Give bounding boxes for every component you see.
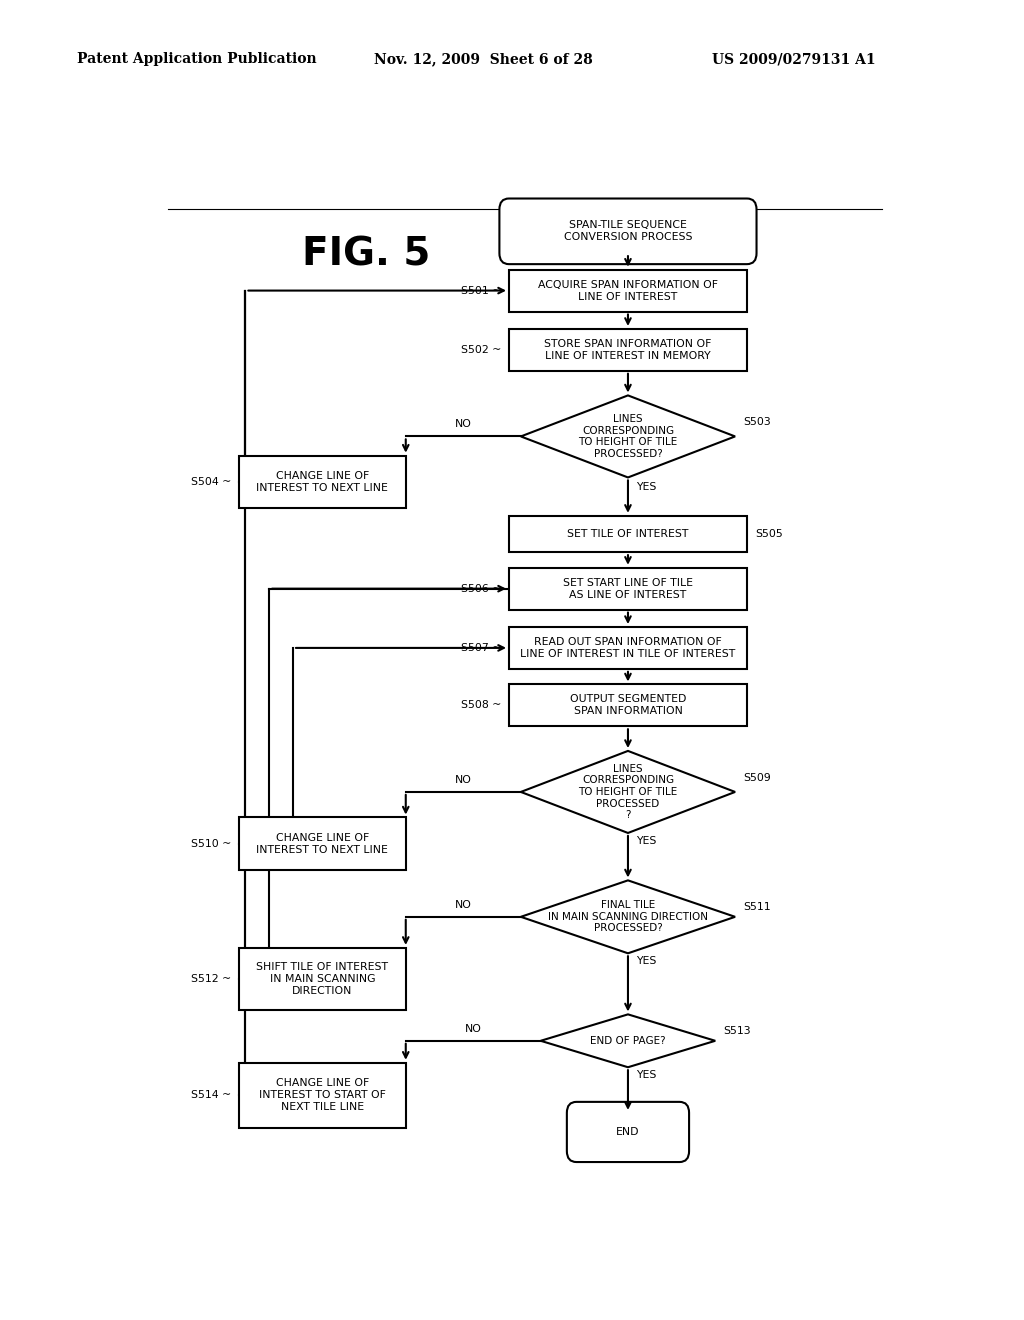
Text: END OF PAGE?: END OF PAGE? <box>590 1036 666 1045</box>
Text: S505: S505 <box>755 529 782 539</box>
Bar <box>509 568 748 610</box>
Text: SHIFT TILE OF INTEREST
IN MAIN SCANNING
DIRECTION: SHIFT TILE OF INTEREST IN MAIN SCANNING … <box>256 962 388 995</box>
Bar <box>240 1063 406 1129</box>
Polygon shape <box>521 880 735 953</box>
Bar <box>509 269 748 312</box>
Text: S510 ~: S510 ~ <box>190 840 231 849</box>
Text: READ OUT SPAN INFORMATION OF
LINE OF INTEREST IN TILE OF INTEREST: READ OUT SPAN INFORMATION OF LINE OF INT… <box>520 638 735 659</box>
Text: YES: YES <box>636 1071 656 1080</box>
Polygon shape <box>541 1014 715 1068</box>
Text: S502 ~: S502 ~ <box>461 345 501 355</box>
Text: S511: S511 <box>743 903 771 912</box>
Text: SET TILE OF INTEREST: SET TILE OF INTEREST <box>567 529 689 539</box>
Text: S501 ~: S501 ~ <box>461 285 501 296</box>
Polygon shape <box>521 751 735 833</box>
Text: S507 ~: S507 ~ <box>461 643 501 653</box>
Text: SPAN-TILE SEQUENCE
CONVERSION PROCESS: SPAN-TILE SEQUENCE CONVERSION PROCESS <box>564 220 692 243</box>
Text: NO: NO <box>455 775 472 784</box>
Bar <box>240 948 406 1010</box>
Text: FINAL TILE
IN MAIN SCANNING DIRECTION
PROCESSED?: FINAL TILE IN MAIN SCANNING DIRECTION PR… <box>548 900 708 933</box>
Text: YES: YES <box>636 836 656 846</box>
Text: STORE SPAN INFORMATION OF
LINE OF INTEREST IN MEMORY: STORE SPAN INFORMATION OF LINE OF INTERE… <box>545 339 712 360</box>
Text: S513: S513 <box>723 1026 751 1036</box>
Text: ACQUIRE SPAN INFORMATION OF
LINE OF INTEREST: ACQUIRE SPAN INFORMATION OF LINE OF INTE… <box>538 280 718 301</box>
Bar <box>509 684 748 726</box>
Text: NO: NO <box>465 1023 481 1034</box>
Bar <box>509 329 748 371</box>
Text: YES: YES <box>636 956 656 966</box>
Text: S508 ~: S508 ~ <box>461 701 501 710</box>
Polygon shape <box>521 396 735 478</box>
Text: NO: NO <box>455 899 472 909</box>
Text: LINES
CORRESPONDING
TO HEIGHT OF TILE
PROCESSED
?: LINES CORRESPONDING TO HEIGHT OF TILE PR… <box>579 764 678 820</box>
Text: Patent Application Publication: Patent Application Publication <box>77 53 316 66</box>
Bar <box>509 627 748 669</box>
Text: US 2009/0279131 A1: US 2009/0279131 A1 <box>712 53 876 66</box>
Text: CHANGE LINE OF
INTEREST TO NEXT LINE: CHANGE LINE OF INTEREST TO NEXT LINE <box>256 833 388 855</box>
Text: CHANGE LINE OF
INTEREST TO START OF
NEXT TILE LINE: CHANGE LINE OF INTEREST TO START OF NEXT… <box>259 1078 386 1113</box>
Text: END: END <box>616 1127 640 1137</box>
Text: LINES
CORRESPONDING
TO HEIGHT OF TILE
PROCESSED?: LINES CORRESPONDING TO HEIGHT OF TILE PR… <box>579 414 678 459</box>
FancyBboxPatch shape <box>500 198 757 264</box>
Text: S503: S503 <box>743 417 771 428</box>
Text: NO: NO <box>455 420 472 429</box>
Text: S504 ~: S504 ~ <box>190 477 231 487</box>
Text: S506 ~: S506 ~ <box>461 583 501 594</box>
Text: S514 ~: S514 ~ <box>190 1090 231 1101</box>
Bar <box>240 455 406 508</box>
Bar <box>509 516 748 552</box>
Text: Nov. 12, 2009  Sheet 6 of 28: Nov. 12, 2009 Sheet 6 of 28 <box>374 53 593 66</box>
FancyBboxPatch shape <box>567 1102 689 1162</box>
Text: CHANGE LINE OF
INTEREST TO NEXT LINE: CHANGE LINE OF INTEREST TO NEXT LINE <box>256 471 388 492</box>
Text: SET START LINE OF TILE
AS LINE OF INTEREST: SET START LINE OF TILE AS LINE OF INTERE… <box>563 578 693 599</box>
Bar <box>240 817 406 870</box>
Text: FIG. 5: FIG. 5 <box>302 235 430 273</box>
Text: S509: S509 <box>743 772 771 783</box>
Text: OUTPUT SEGMENTED
SPAN INFORMATION: OUTPUT SEGMENTED SPAN INFORMATION <box>569 694 686 717</box>
Text: S512 ~: S512 ~ <box>190 974 231 983</box>
Text: YES: YES <box>636 482 656 492</box>
